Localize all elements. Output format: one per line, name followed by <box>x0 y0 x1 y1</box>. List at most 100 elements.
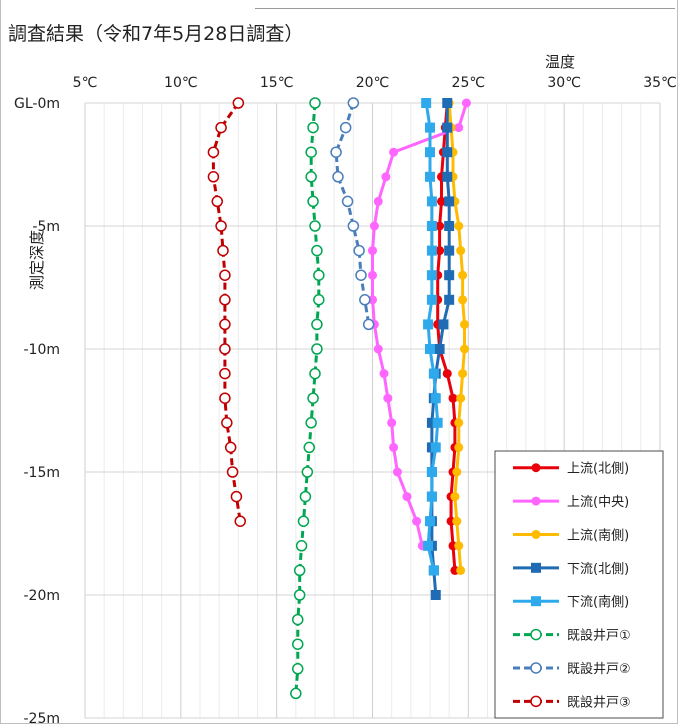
data-point <box>531 496 541 506</box>
top-strip-divider <box>255 0 675 9</box>
data-point <box>530 628 542 641</box>
data-point <box>426 467 437 477</box>
data-point <box>423 319 434 330</box>
data-point <box>232 97 245 109</box>
data-point <box>456 393 466 403</box>
data-point <box>383 393 393 403</box>
data-point <box>531 596 541 607</box>
data-point <box>425 171 435 182</box>
data-point <box>292 613 304 626</box>
data-point <box>293 589 306 601</box>
data-point <box>438 319 449 330</box>
data-point <box>219 269 231 281</box>
axis-ticks: 5℃ 10℃ 15℃ 20℃ 25℃ 30℃ 35℃ GL-0m -5m -10m -15m -20m… <box>14 75 677 724</box>
legend-box <box>494 450 664 719</box>
data-point <box>207 171 220 183</box>
data-point <box>421 98 432 108</box>
data-point <box>309 367 321 380</box>
data-point <box>412 516 422 526</box>
data-point <box>434 344 445 354</box>
data-point <box>330 146 342 158</box>
data-point <box>219 392 231 404</box>
legend-label: 既設井戸① <box>567 628 631 644</box>
data-point <box>458 270 468 280</box>
data-point <box>307 121 319 134</box>
data-point <box>531 562 541 573</box>
data-point <box>311 318 323 331</box>
data-point <box>460 344 469 354</box>
data-point <box>452 516 462 526</box>
series-line <box>211 102 242 522</box>
data-point <box>456 246 466 256</box>
data-point <box>290 687 302 700</box>
plot-series <box>207 97 471 700</box>
data-point <box>454 123 464 133</box>
data-point <box>368 295 377 305</box>
data-point <box>207 146 220 158</box>
data-point <box>461 98 471 108</box>
data-point <box>301 466 314 478</box>
data-point <box>444 221 455 231</box>
series-group <box>290 97 325 700</box>
data-point <box>428 565 439 576</box>
data-point <box>454 418 464 428</box>
data-point <box>442 122 453 133</box>
data-point <box>339 121 352 134</box>
data-point <box>353 244 365 257</box>
data-point <box>458 295 468 305</box>
data-point <box>423 540 434 551</box>
data-point <box>432 417 443 428</box>
data-point <box>448 393 458 403</box>
data-point <box>444 245 455 256</box>
data-point <box>293 564 306 577</box>
data-point <box>426 294 437 305</box>
data-point <box>530 662 542 674</box>
data-point <box>442 147 453 158</box>
data-point <box>444 270 455 281</box>
data-point <box>426 270 437 281</box>
data-point <box>305 417 317 429</box>
legend-label: 上流(中央) <box>567 495 629 510</box>
data-point <box>458 369 468 379</box>
data-point <box>430 442 441 453</box>
data-point <box>355 269 367 281</box>
data-point <box>430 393 441 404</box>
y-axis-label: 測定深度 <box>28 230 46 290</box>
data-point <box>426 491 437 502</box>
data-point <box>452 467 462 477</box>
series-group <box>207 97 246 527</box>
data-point <box>347 220 360 232</box>
data-point <box>450 492 460 502</box>
data-point <box>215 220 227 232</box>
data-point <box>347 97 360 109</box>
legend-label: 既設井戸② <box>567 661 631 677</box>
x-tick-label: 35℃ <box>643 75 677 91</box>
data-point <box>373 344 383 354</box>
data-point <box>530 695 542 708</box>
data-point <box>425 516 435 527</box>
data-point <box>531 463 541 473</box>
y-tick-label: -20m <box>23 588 60 604</box>
data-point <box>292 663 304 675</box>
legend-label: 既設井戸③ <box>567 694 631 710</box>
data-point <box>454 541 464 551</box>
data-point <box>309 220 321 232</box>
data-point <box>435 246 445 256</box>
legend-label: 下流(北側) <box>567 562 629 577</box>
data-point <box>234 515 246 527</box>
data-point <box>426 245 437 256</box>
data-point <box>389 147 399 157</box>
data-point <box>425 344 435 354</box>
data-point <box>437 196 446 206</box>
data-point <box>341 195 354 208</box>
data-point <box>219 318 231 331</box>
data-point <box>442 98 453 108</box>
data-point <box>297 515 310 527</box>
data-point <box>426 221 437 231</box>
data-point <box>311 343 323 355</box>
data-point <box>425 122 435 133</box>
data-point <box>426 417 437 428</box>
y-tick-label: -10m <box>23 342 60 358</box>
data-point <box>292 638 304 650</box>
data-point <box>454 221 464 231</box>
